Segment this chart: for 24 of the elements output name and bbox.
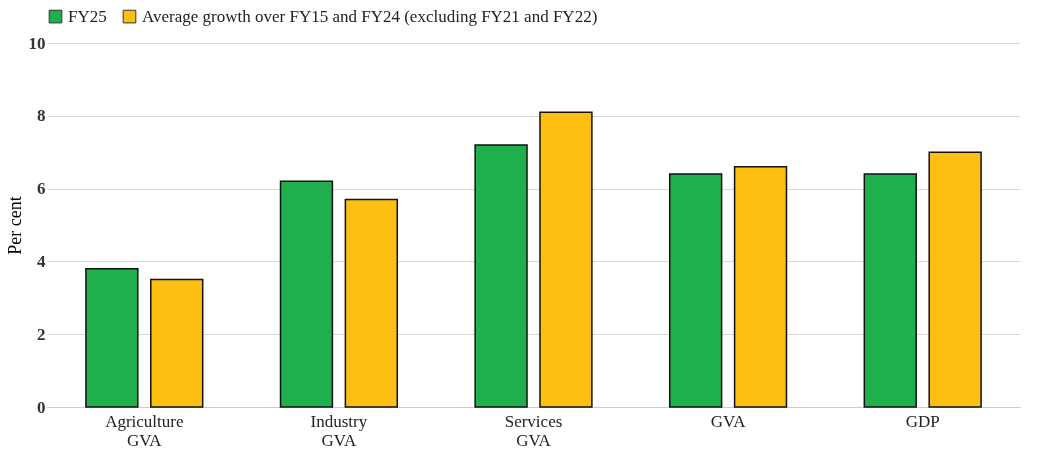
y-tick-label: 2 — [37, 324, 46, 344]
bar — [733, 166, 788, 408]
x-tick-label: GDP — [905, 411, 940, 431]
bar — [928, 151, 982, 408]
bar — [863, 173, 917, 408]
legend-label: Average growth over FY15 and FY24 (excluding FY21 and FY22) — [142, 6, 598, 26]
x-tick-label: Services GVA — [504, 411, 563, 450]
bar — [668, 173, 723, 408]
bar — [85, 267, 139, 408]
y-tick-label: 4 — [37, 251, 46, 271]
x-tick-label: GVA — [710, 411, 747, 431]
bar — [279, 180, 334, 408]
bar — [344, 198, 399, 408]
y-axis-title: Per cent — [4, 196, 25, 255]
bar — [539, 111, 593, 408]
y-tick-label: 6 — [37, 179, 46, 199]
y-tick-label: 8 — [37, 106, 46, 126]
bar — [150, 278, 204, 408]
y-tick-label: 0 — [37, 397, 46, 417]
bar — [474, 144, 528, 408]
x-tick-label: Industry GVA — [310, 411, 368, 450]
y-tick-label: 10 — [28, 33, 46, 53]
x-tick-label: Agriculture GVA — [105, 411, 184, 450]
legend-label: FY25 — [68, 6, 107, 26]
